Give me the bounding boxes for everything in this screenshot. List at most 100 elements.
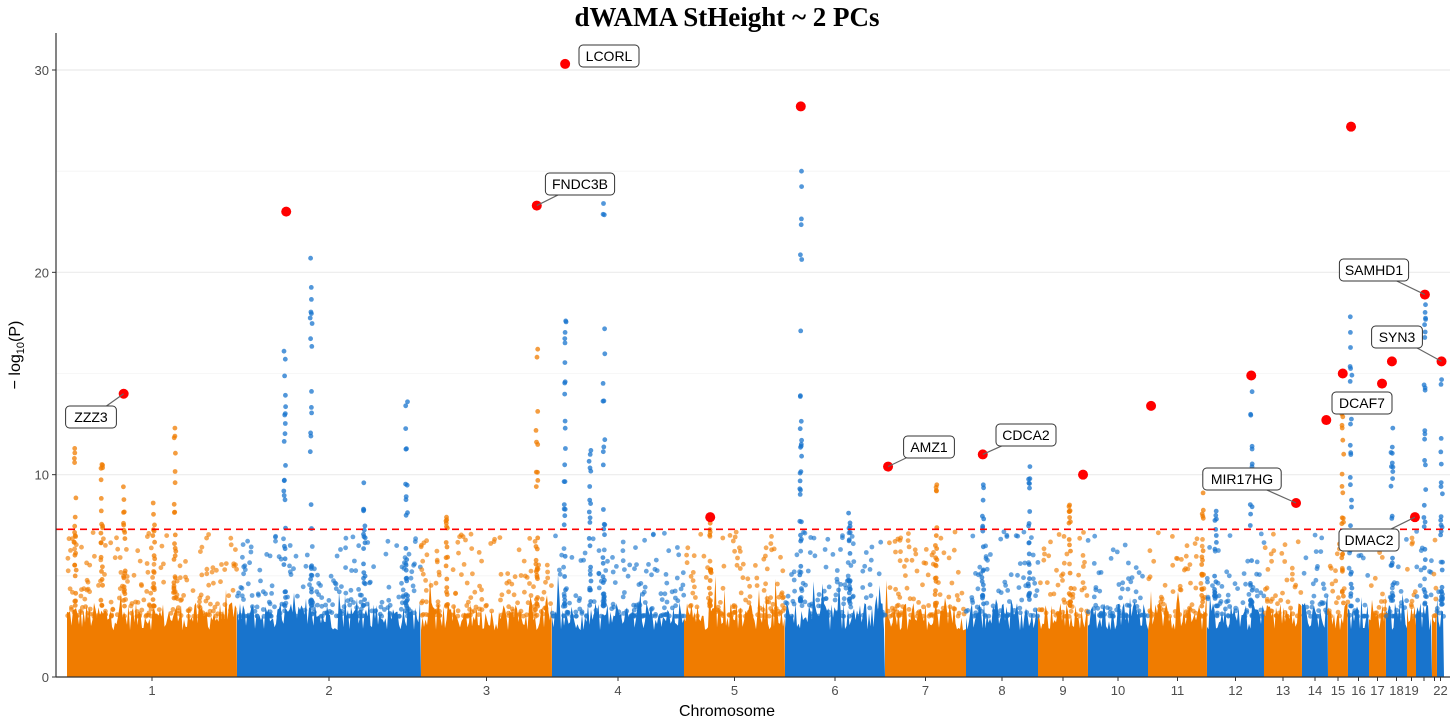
snp-point	[295, 593, 300, 599]
snp-point	[799, 453, 804, 459]
snp-point	[1438, 484, 1444, 489]
y-axis-title: − log10(P)	[7, 321, 27, 390]
snp-point	[175, 611, 181, 616]
snp-point	[778, 554, 783, 560]
snp-point	[685, 545, 691, 551]
snp-point	[851, 559, 857, 564]
snp-point	[1134, 604, 1140, 609]
snp-point	[144, 589, 150, 594]
snp-point	[799, 184, 804, 190]
snp-point	[1059, 573, 1064, 579]
snp-point	[761, 588, 767, 593]
lead-snp-point	[1321, 415, 1332, 426]
snp-point	[171, 585, 177, 591]
snp-point	[586, 509, 592, 515]
chromosome-4-snp-band	[552, 574, 684, 677]
snp-point	[1082, 559, 1087, 565]
snp-point	[1282, 610, 1288, 615]
snp-point	[1434, 606, 1440, 611]
snp-point	[549, 583, 554, 588]
snp-point	[1316, 608, 1321, 613]
snp-point	[643, 568, 649, 574]
snp-point	[419, 612, 425, 618]
snp-point	[693, 595, 698, 600]
snp-point	[798, 222, 804, 228]
gene-label-text: MIR17HG	[1211, 471, 1273, 487]
snp-point	[254, 604, 260, 610]
snp-point	[1085, 538, 1091, 543]
snp-point	[161, 579, 167, 585]
snp-point	[573, 609, 579, 615]
snp-point	[248, 544, 254, 550]
snp-point	[423, 612, 429, 617]
snp-point	[387, 611, 393, 616]
snp-point	[557, 567, 562, 573]
snp-point	[1003, 583, 1008, 588]
snp-point	[1288, 605, 1293, 611]
snp-point	[565, 610, 570, 615]
snp-point	[281, 478, 287, 484]
snp-point	[1027, 597, 1032, 602]
snp-point	[87, 606, 93, 612]
snp-point	[846, 537, 852, 543]
snp-point	[620, 594, 626, 600]
snp-point	[1320, 581, 1326, 587]
snp-point	[498, 571, 504, 577]
y-axis-title-sub: 10	[15, 342, 27, 354]
snp-point	[1318, 549, 1324, 554]
gene-label-syn3: SYN3	[1371, 325, 1442, 362]
snp-point	[293, 553, 299, 559]
snp-point	[308, 255, 313, 261]
snp-point	[532, 539, 538, 544]
snp-point	[328, 573, 334, 579]
snp-point	[108, 540, 114, 546]
snp-point	[826, 609, 832, 615]
snp-point	[601, 444, 607, 450]
snp-point	[1323, 607, 1328, 613]
snp-point	[518, 573, 524, 578]
snp-point	[249, 613, 255, 618]
snp-point	[98, 530, 104, 536]
x-tick-label: 19	[1404, 683, 1418, 698]
snp-point	[506, 589, 511, 595]
snp-point	[847, 551, 853, 556]
snp-point	[945, 612, 951, 618]
snp-point	[1189, 602, 1195, 608]
snp-point	[99, 603, 105, 608]
snp-point	[561, 479, 567, 484]
snp-point	[1398, 603, 1404, 609]
snp-point	[914, 613, 920, 619]
snp-point	[747, 594, 753, 599]
snp-point	[98, 508, 104, 514]
snp-point	[1104, 605, 1110, 610]
snp-point	[1285, 599, 1291, 605]
snp-point	[1438, 517, 1444, 523]
snp-point	[405, 593, 410, 599]
snp-point	[995, 613, 1001, 619]
snp-point	[1178, 587, 1184, 593]
snp-point	[562, 594, 567, 599]
x-tick-label: 17	[1370, 683, 1384, 698]
snp-point	[769, 608, 775, 614]
snp-point	[622, 590, 627, 595]
snp-point	[1026, 521, 1032, 526]
snp-point	[904, 585, 910, 591]
snp-point	[1340, 437, 1346, 443]
snp-point	[561, 564, 566, 570]
snp-point	[678, 586, 684, 592]
snp-point	[600, 398, 606, 404]
snp-point	[562, 462, 568, 468]
snp-point	[642, 537, 647, 543]
snp-point	[1007, 599, 1012, 604]
snp-point	[1004, 532, 1010, 538]
snp-point	[1022, 560, 1028, 566]
snp-point	[1393, 613, 1398, 618]
snp-point	[453, 591, 458, 596]
snp-point	[1156, 603, 1162, 609]
snp-point	[96, 583, 101, 588]
snp-point	[204, 535, 210, 541]
snp-point	[1194, 536, 1200, 542]
snp-point	[1200, 613, 1206, 619]
snp-point	[1133, 589, 1139, 595]
